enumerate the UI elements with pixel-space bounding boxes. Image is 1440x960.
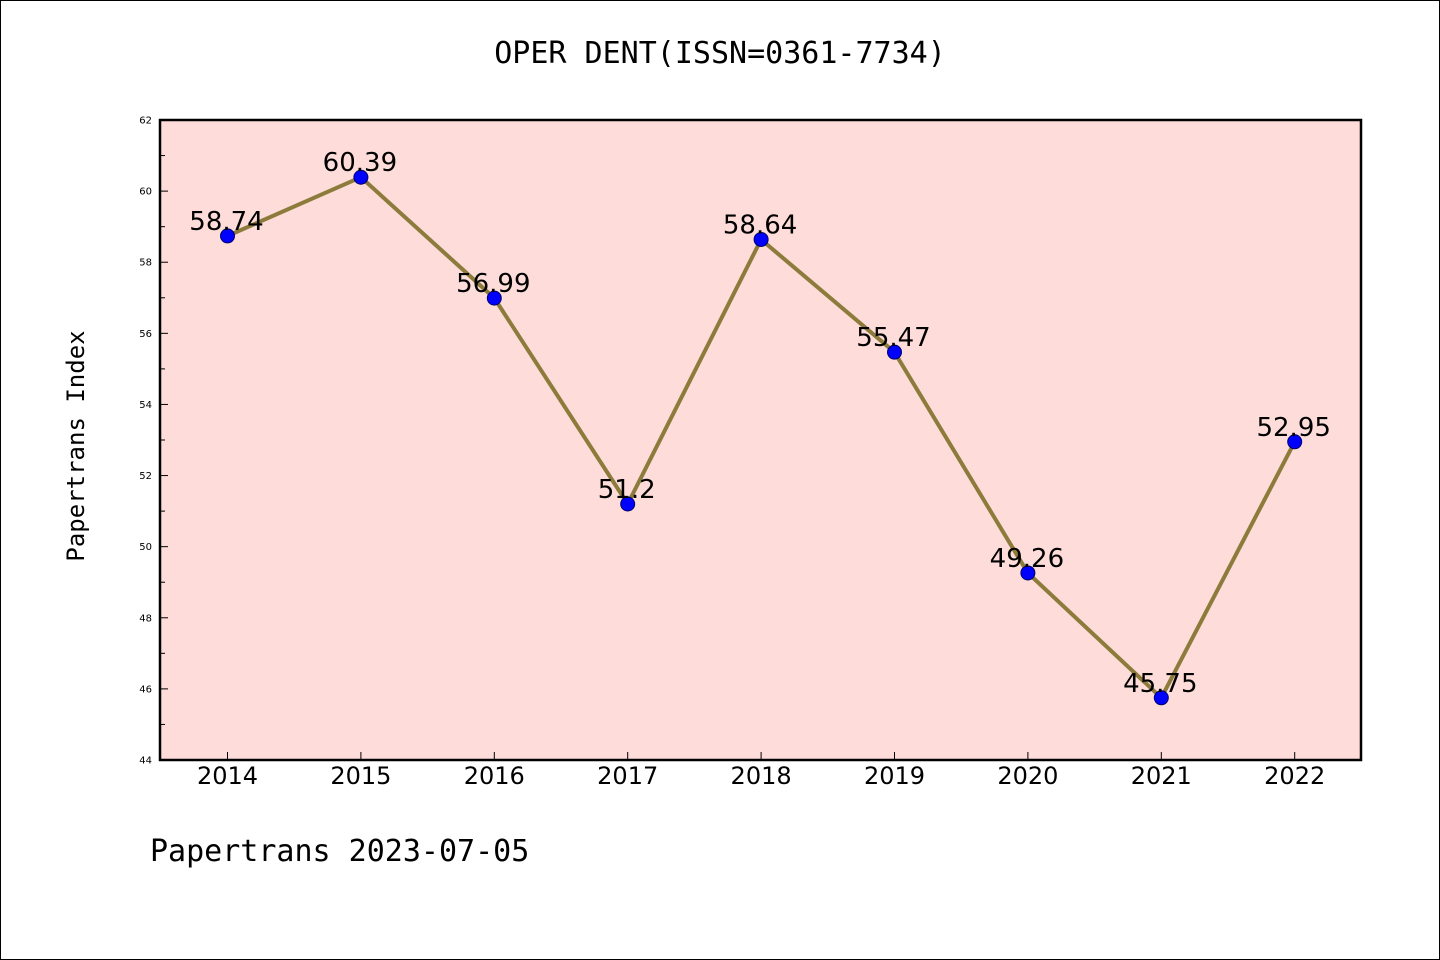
y-tick-label: 48 <box>139 613 152 624</box>
plot-border <box>158 118 1363 762</box>
data-labels-group: 58.74 60.39 56.99 51.2 58.64 55.47 49.26 45.75 5… <box>189 148 1331 699</box>
x-tick-label: 2017 <box>597 762 658 790</box>
y-tick-label: 44 <box>139 756 152 767</box>
data-point-label: 58.74 <box>189 207 263 237</box>
data-point-marker <box>620 496 636 512</box>
x-tick-label: 2019 <box>864 762 925 790</box>
chart-title: OPER DENT(ISSN=0361-7734) <box>494 36 946 71</box>
data-point-marker <box>1153 690 1169 706</box>
x-tick-label: 2018 <box>731 762 792 790</box>
markers-group <box>220 169 1303 706</box>
x-tick-label: 2020 <box>997 762 1058 790</box>
x-tick-label: 2022 <box>1264 762 1325 790</box>
x-tick-label: 2014 <box>197 762 258 790</box>
y-tick-label: 58 <box>139 258 152 269</box>
data-point-label: 55.47 <box>856 323 930 353</box>
data-point-label: 58.64 <box>723 210 797 240</box>
footer-note: Papertrans 2023-07-05 <box>150 834 530 869</box>
data-point-marker <box>753 231 769 247</box>
y-tick-label: 60 <box>139 187 152 198</box>
data-point-marker <box>220 228 235 244</box>
data-point-label: 60.39 <box>323 148 397 178</box>
data-point-label: 52.95 <box>1256 413 1330 443</box>
y-tick-label: 54 <box>139 400 152 411</box>
data-point-label: 45.75 <box>1123 669 1197 699</box>
y-tick-label: 62 <box>139 116 152 127</box>
x-tick-label: 2015 <box>330 762 391 790</box>
data-point-marker <box>486 290 502 306</box>
x-axis: 2014 2015 2016 2017 2018 2019 2020 2021 2022 <box>197 752 1325 790</box>
y-tick-label: 50 <box>139 542 152 553</box>
data-point-marker <box>1020 565 1036 581</box>
plot-area <box>160 120 1361 760</box>
y-tick-label: 46 <box>139 684 152 695</box>
y-tick-label: 56 <box>139 329 152 340</box>
x-tick-label: 2021 <box>1131 762 1192 790</box>
data-point-marker <box>1287 434 1303 450</box>
data-point-marker <box>887 344 902 360</box>
data-point-marker <box>353 169 369 185</box>
x-tick-label: 2016 <box>464 762 525 790</box>
y-tick-label: 52 <box>139 471 152 482</box>
data-point-label: 49.26 <box>990 544 1064 574</box>
data-point-label: 56.99 <box>456 269 530 299</box>
data-point-label: 51.2 <box>598 475 656 505</box>
